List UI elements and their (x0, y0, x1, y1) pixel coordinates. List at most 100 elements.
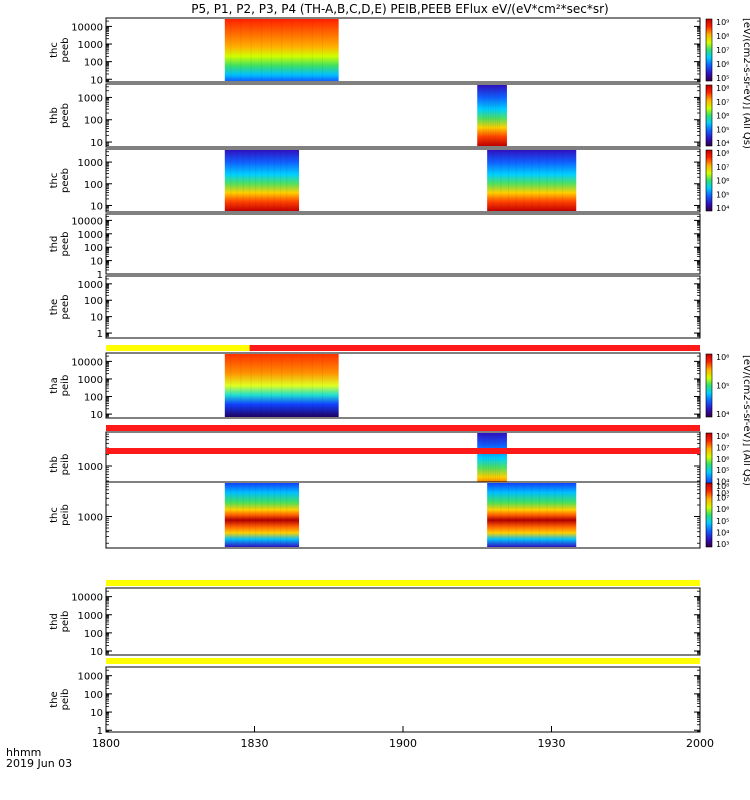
colorbar-gradient (705, 482, 713, 548)
colorbar-tick-label: 10⁴ (716, 139, 729, 148)
colorbar-tick-label: 10⁸ (716, 432, 729, 441)
colorbar-tick-label: 10⁷ (716, 443, 729, 452)
colorbar-gradient (705, 149, 713, 212)
panel-frame (105, 352, 701, 419)
colorbar-gradient (705, 18, 713, 82)
colorbar-tick-label: 10⁴ (716, 528, 729, 537)
status-bar (106, 580, 700, 586)
panel-tha-peib: 10 100 1000 10000 tha peib (49, 352, 701, 421)
panel-frame (105, 17, 701, 83)
x-tick-label: 1800 (92, 737, 120, 750)
colorbar-tick-label: 10⁵ (716, 382, 729, 391)
panel-label-probe: thc (49, 42, 60, 58)
colorbar-tick-label: 10⁴ (716, 410, 729, 419)
colorbar-tick-label: 10⁷ (716, 494, 729, 503)
y-tick-label: 1000 (78, 280, 103, 291)
colorbar-tick-label: 10⁷ (716, 46, 729, 55)
colorbar-tick-label: 10⁴ (716, 478, 729, 487)
colorbar: 10³ 10⁴ 10⁵ 10⁶ 10⁷ 10⁸ (705, 482, 729, 549)
y-tick-label: 1 (97, 726, 103, 737)
colorbar-tick-label: 10⁸ (716, 32, 729, 41)
y-tick-label: 10 (90, 708, 103, 719)
y-tick-label: 10 (90, 410, 103, 421)
colorbar-tick-label: 10⁸ (716, 149, 729, 158)
colorbar-tick-label: 10⁸ (716, 482, 729, 491)
y-tick-label: 1000 (78, 40, 103, 51)
y-tick-label: 1 (97, 270, 103, 281)
status-bars (106, 345, 701, 664)
colorbar-gradient (705, 84, 713, 147)
panel-frame (105, 148, 701, 213)
y-tick-label: 100 (84, 629, 103, 640)
y-tick-label: 10 (90, 647, 103, 658)
colorbar-tick-label: 10⁸ (716, 84, 729, 93)
colorbar: 10⁵ 10⁶ 10⁷ 10⁸ 10⁹ (705, 18, 729, 83)
panel-frame (105, 481, 701, 549)
colorbar-tick-label: 10⁶ (716, 112, 729, 121)
panel-label-probe: thc (49, 507, 60, 523)
colorbar-tick-label: 10⁵ (716, 125, 729, 134)
y-tick-label: 10000 (71, 357, 103, 368)
panel-label-product: peib (60, 454, 71, 476)
colorbar-tick-label: 10⁷ (716, 98, 729, 107)
colorbar-tick-label: 10⁵ (716, 74, 729, 83)
y-tick-label: 1000 (78, 230, 103, 241)
data-block (487, 150, 577, 211)
colorbar-tick-label: 10⁹ (716, 18, 729, 27)
colorbars: 10⁵10⁶10⁷10⁸10⁹10⁴10⁵10⁶10⁷10⁸10⁴10⁵10⁶1… (705, 18, 729, 549)
panel-label-product: peeb (60, 103, 71, 128)
colorbar-tick-label: 10⁵ (716, 517, 729, 526)
panel-label-product: peeb (60, 232, 71, 257)
panel-label-product: peeb (60, 38, 71, 63)
panel-label-product: peeb (60, 295, 71, 320)
panel-frame (105, 213, 701, 275)
x-tick-label: 1830 (241, 737, 269, 750)
y-tick-label: 10 (90, 257, 103, 268)
panel-thb-peeb: 10 100 1000 thb peeb (49, 83, 701, 149)
panel-frame (105, 275, 701, 339)
x-axis-label-hhmm: hhmm (6, 746, 41, 759)
panel-label-probe: the (49, 299, 60, 315)
x-axis: hhmm 2019 Jun 03 1800 1830 1900 1930 2000 (6, 726, 714, 770)
colorbar-label-electrons: [eV/(cm2-s-sr-eV)] (All Qs) (741, 18, 750, 149)
panel-label-probe: thc (49, 173, 60, 189)
panel-frame (105, 587, 701, 656)
y-tick-label: 1 (97, 329, 103, 340)
y-tick-label: 1000 (78, 158, 103, 169)
panel-label-product: peib (60, 611, 71, 633)
colorbar: 10⁴ 10⁵ 10⁶ 10⁷ 10⁸ (705, 84, 729, 148)
panel-label-product: peib (60, 504, 71, 526)
colorbar-tick-label: 10⁶ (716, 60, 729, 69)
y-tick-label: 100 (84, 296, 103, 307)
status-bar (106, 425, 700, 431)
y-tick-label: 1000 (78, 93, 103, 104)
panel-label-product: peib (60, 689, 71, 711)
panel-the-peib: 1 10 100 1000 the peib (49, 666, 701, 737)
y-tick-label: 10000 (71, 593, 103, 604)
data-block (224, 354, 339, 417)
status-bar (106, 448, 700, 454)
status-bar (249, 345, 701, 351)
panel-thc-peeb: 10 100 1000 10000 thc peeb (49, 17, 701, 86)
y-tick-label: 10000 (71, 22, 103, 33)
y-tick-label: 10 (90, 75, 103, 86)
data-block (224, 19, 339, 81)
colorbar-tick-label: 10⁵ (716, 466, 729, 475)
x-tick-label: 2000 (686, 737, 714, 750)
colorbar-tick-label: 10⁶ (716, 177, 729, 186)
y-tick-label: 100 (84, 116, 103, 127)
y-tick-label: 10 (90, 138, 103, 149)
colorbar: 10⁴ 10⁵ 10⁶ 10⁷ 10⁸ (705, 149, 729, 213)
y-tick-label: 10 (90, 201, 103, 212)
colorbar: 10⁴ 10⁵ 10⁶ (705, 353, 729, 419)
colorbar-tick-label: 10⁴ (716, 204, 729, 213)
y-tick-label: 1000 (78, 611, 103, 622)
y-tick-label: 1000 (78, 513, 103, 524)
figure-title: P5, P1, P2, P3, P4 (TH-A,B,C,D,E) PEIB,P… (191, 2, 608, 16)
y-tick-label: 100 (84, 58, 103, 69)
x-tick-label: 1930 (538, 737, 566, 750)
data-block (224, 150, 300, 211)
panel-the-peeb: 1 10 100 1000 the peeb (49, 275, 701, 340)
